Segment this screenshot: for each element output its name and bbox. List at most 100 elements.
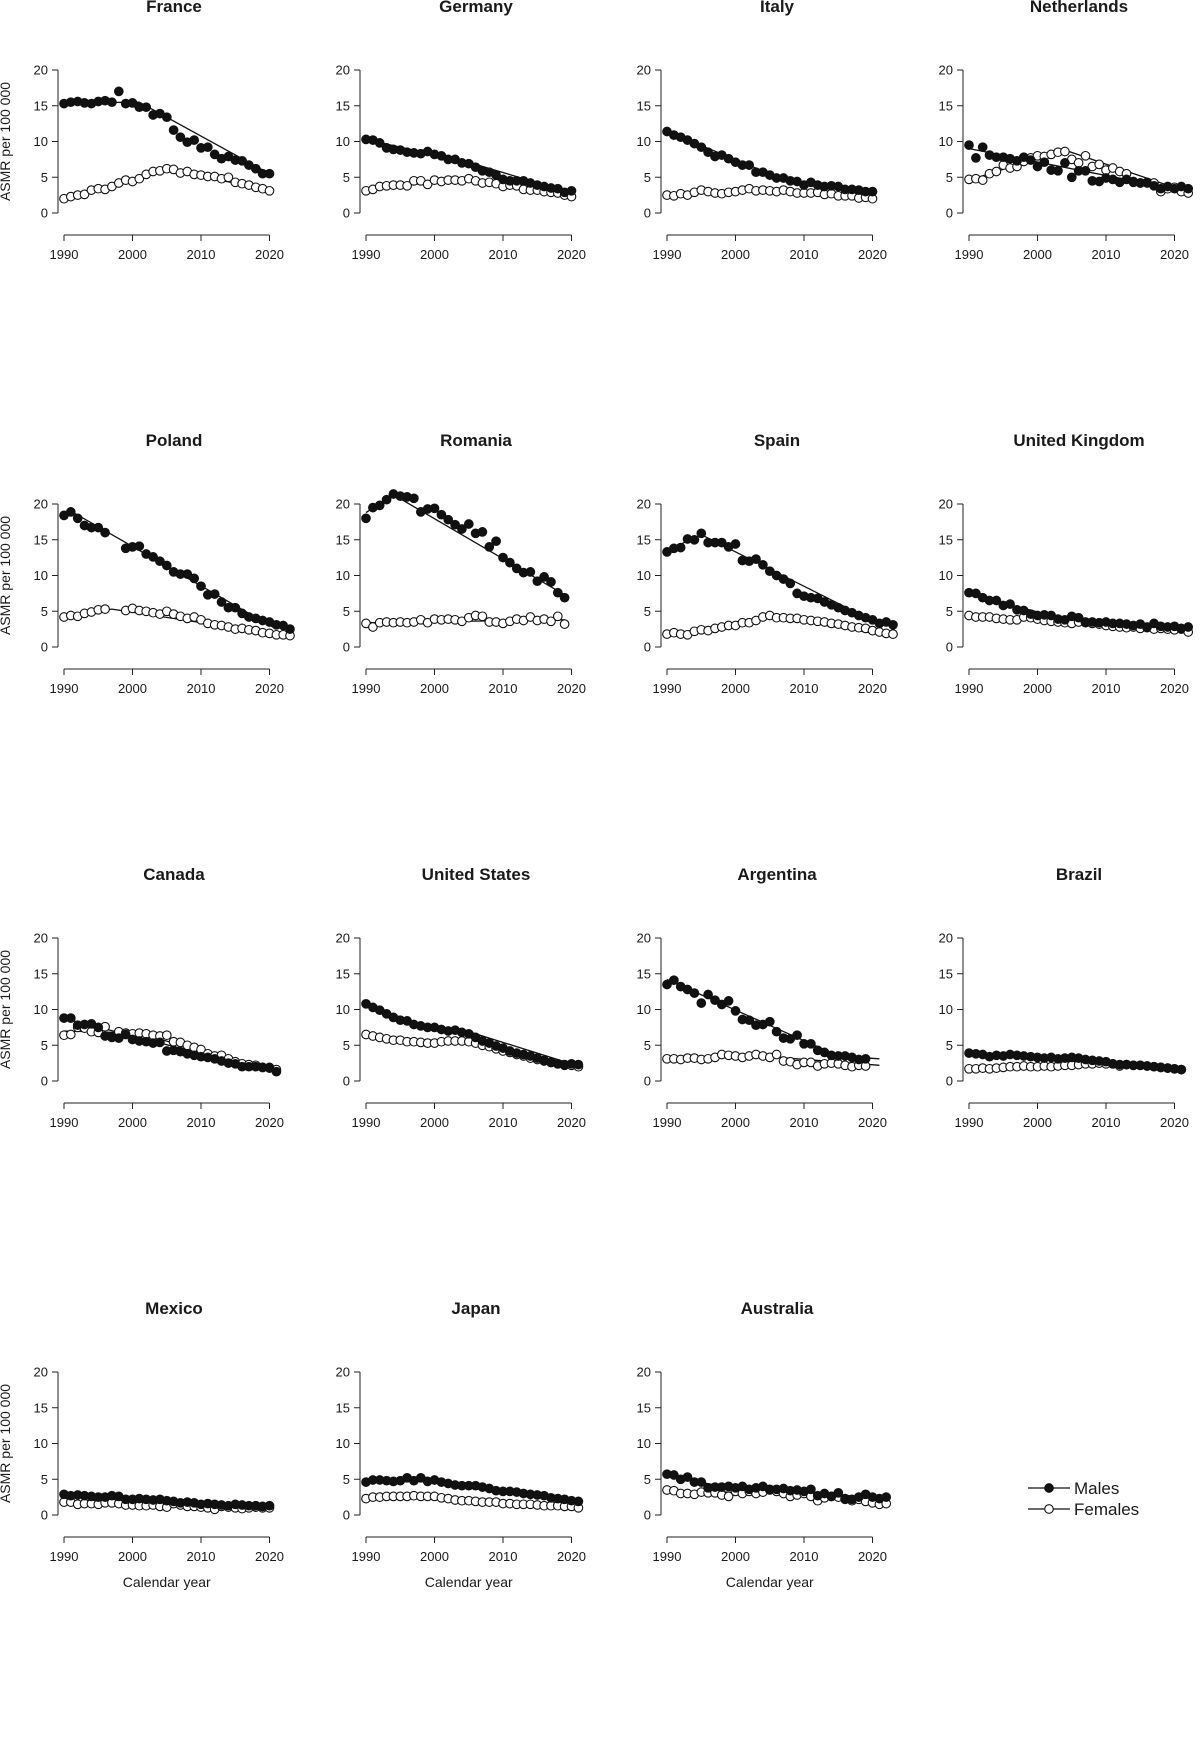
males-data-point bbox=[1073, 612, 1084, 623]
y-tick-label: 20 bbox=[939, 63, 953, 78]
males-data-point bbox=[1025, 155, 1036, 165]
males-data-point bbox=[1032, 161, 1043, 172]
x-tick-label: 2010 bbox=[790, 1115, 819, 1130]
x-tick-label: 2000 bbox=[118, 681, 147, 696]
x-tick-label: 1990 bbox=[955, 247, 984, 262]
y-tick-label: 15 bbox=[939, 532, 953, 547]
males-data-point bbox=[436, 509, 447, 520]
females-data-point bbox=[1080, 150, 1091, 161]
females-data-point bbox=[888, 629, 898, 639]
panel-title: Netherlands bbox=[1030, 0, 1128, 16]
y-tick-label: 0 bbox=[41, 1074, 48, 1089]
females-data-point bbox=[559, 619, 570, 629]
x-tick-label: 1990 bbox=[50, 247, 79, 262]
x-tick-label: 2010 bbox=[1092, 1115, 1121, 1130]
y-tick-label: 5 bbox=[343, 1472, 350, 1487]
y-tick-label: 20 bbox=[939, 931, 953, 946]
y-tick-label: 15 bbox=[939, 966, 953, 981]
males-data-point bbox=[120, 1029, 131, 1040]
males-data-point bbox=[155, 1037, 165, 1048]
panel-title: Australia bbox=[741, 1299, 814, 1318]
x-tick-label: 2010 bbox=[187, 1549, 216, 1564]
x-tick-label: 1990 bbox=[955, 1115, 984, 1130]
y-tick-label: 15 bbox=[34, 966, 48, 981]
males-data-point bbox=[134, 541, 145, 552]
males-data-point bbox=[573, 1496, 584, 1507]
males-data-point bbox=[196, 581, 206, 592]
males-data-point bbox=[696, 998, 707, 1008]
legend-females-marker bbox=[1044, 1504, 1054, 1514]
y-tick-label: 0 bbox=[946, 640, 953, 655]
females-data-point bbox=[402, 180, 412, 191]
y-tick-label: 0 bbox=[41, 1508, 48, 1523]
y-tick-label: 0 bbox=[644, 1508, 651, 1523]
females-data-point bbox=[546, 616, 556, 627]
x-tick-label: 2020 bbox=[557, 1549, 586, 1564]
x-tick-label: 2000 bbox=[1023, 1115, 1052, 1130]
x-tick-label: 2020 bbox=[255, 681, 284, 696]
legend-males-marker bbox=[1044, 1483, 1054, 1493]
y-tick-label: 10 bbox=[637, 1436, 651, 1451]
females-data-point bbox=[100, 604, 110, 614]
males-data-point bbox=[559, 592, 570, 603]
males-data-point bbox=[237, 155, 247, 166]
x-tick-label: 2000 bbox=[420, 1549, 449, 1564]
y-tick-label: 0 bbox=[946, 1074, 953, 1089]
x-tick-label: 2010 bbox=[790, 247, 819, 262]
x-tick-label: 2010 bbox=[489, 1115, 518, 1130]
panel-title: Mexico bbox=[145, 1299, 203, 1318]
y-axis-label: ASMR per 100 000 bbox=[0, 516, 13, 635]
y-tick-label: 0 bbox=[644, 206, 651, 221]
males-data-point bbox=[792, 1030, 802, 1041]
males-data-point bbox=[209, 149, 220, 160]
y-tick-label: 15 bbox=[34, 1400, 48, 1415]
y-tick-label: 15 bbox=[336, 98, 350, 113]
males-data-point bbox=[888, 619, 898, 630]
males-data-point bbox=[682, 1472, 693, 1482]
x-tick-label: 2020 bbox=[1160, 681, 1189, 696]
males-data-point bbox=[113, 86, 124, 97]
x-tick-label: 2000 bbox=[1023, 247, 1052, 262]
panel-title: Poland bbox=[146, 431, 203, 450]
x-tick-label: 1990 bbox=[955, 681, 984, 696]
males-data-point bbox=[710, 995, 720, 1006]
x-tick-label: 1990 bbox=[653, 1549, 682, 1564]
females-data-point bbox=[223, 172, 234, 183]
males-data-point bbox=[669, 1470, 679, 1480]
males-data-point bbox=[1080, 165, 1091, 176]
panel-title: Spain bbox=[754, 431, 800, 450]
y-tick-label: 20 bbox=[34, 1365, 48, 1380]
y-tick-label: 20 bbox=[34, 931, 48, 946]
males-data-point bbox=[463, 519, 474, 529]
y-tick-label: 10 bbox=[336, 1002, 350, 1017]
x-tick-label: 2010 bbox=[790, 1549, 819, 1564]
y-tick-label: 10 bbox=[34, 134, 48, 149]
males-data-point bbox=[409, 493, 419, 504]
males-data-point bbox=[1005, 599, 1015, 609]
males-data-point bbox=[477, 527, 488, 537]
males-data-point bbox=[361, 513, 371, 524]
y-tick-label: 20 bbox=[939, 497, 953, 512]
y-tick-label: 20 bbox=[336, 63, 350, 78]
males-data-point bbox=[161, 112, 172, 123]
males-data-point bbox=[806, 1484, 816, 1495]
males-data-point bbox=[505, 557, 515, 568]
y-tick-label: 10 bbox=[34, 568, 48, 583]
x-tick-label: 2020 bbox=[557, 681, 586, 696]
females-data-point bbox=[368, 622, 378, 632]
males-data-point bbox=[1183, 622, 1194, 632]
x-tick-label: 2020 bbox=[1160, 1115, 1189, 1130]
x-tick-label: 1990 bbox=[352, 1549, 381, 1564]
y-tick-label: 20 bbox=[336, 1365, 350, 1380]
y-tick-label: 0 bbox=[41, 206, 48, 221]
legend-label: Males bbox=[1074, 1479, 1119, 1498]
y-tick-label: 0 bbox=[343, 1508, 350, 1523]
x-tick-label: 2010 bbox=[187, 681, 216, 696]
x-tick-label: 2020 bbox=[858, 681, 887, 696]
y-tick-label: 5 bbox=[343, 1038, 350, 1053]
y-tick-label: 10 bbox=[637, 1002, 651, 1017]
y-tick-label: 10 bbox=[939, 568, 953, 583]
males-data-point bbox=[264, 168, 275, 179]
x-tick-label: 1990 bbox=[50, 1115, 79, 1130]
legend-label: Females bbox=[1074, 1500, 1139, 1519]
